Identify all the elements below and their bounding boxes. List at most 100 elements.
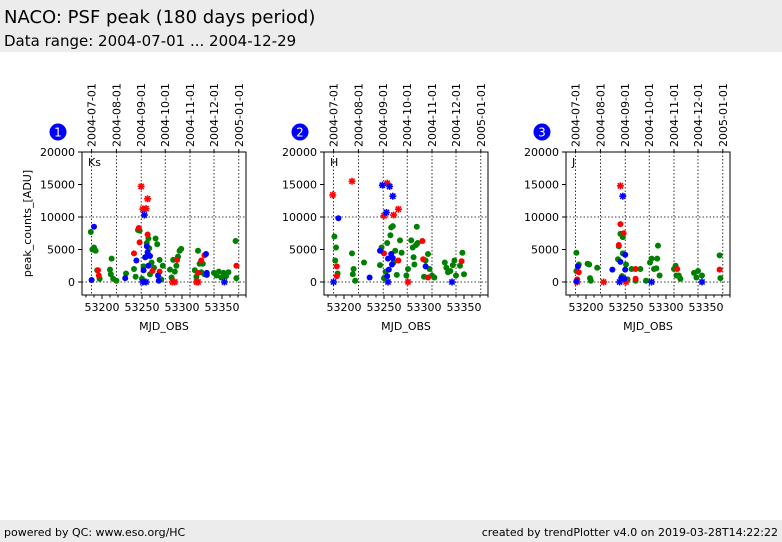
y-tick-label: 5000 — [531, 244, 559, 257]
star-stroke — [384, 278, 392, 286]
data-point-red — [632, 266, 639, 272]
y-tick-label: 0 — [68, 276, 75, 289]
data-point-red — [195, 269, 201, 276]
data-point-green — [350, 266, 357, 272]
star-stroke — [600, 278, 607, 286]
data-star-red — [142, 205, 150, 213]
data-point-green — [154, 241, 161, 248]
data-point-green — [654, 255, 661, 262]
data-point-green — [108, 255, 115, 262]
data-point-green — [113, 277, 120, 284]
data-star-red — [348, 177, 356, 185]
date-tick-label: 2005-01-01 — [233, 83, 246, 147]
data-point-green — [173, 262, 180, 269]
panel-filter-label: Ks — [88, 156, 101, 169]
plot-frame — [565, 151, 731, 296]
data-point-green — [573, 249, 580, 256]
data-point-green — [332, 257, 339, 264]
star-stroke — [348, 178, 356, 185]
data-point-green — [132, 273, 139, 280]
date-tick-label: 2004-07-01 — [86, 83, 99, 147]
data-point-red — [144, 231, 151, 238]
data-point-blue — [622, 251, 629, 258]
data-star-red — [171, 278, 179, 286]
data-point-blue — [122, 275, 129, 282]
data-point-green — [361, 259, 367, 266]
panel-badge-icon — [291, 123, 309, 141]
star-stroke — [395, 206, 402, 213]
data-point-red — [333, 263, 340, 270]
data-point-red — [233, 262, 240, 269]
star-stroke — [698, 278, 706, 286]
date-tick-label: 2004-10-01 — [643, 83, 656, 147]
data-point-green — [451, 257, 458, 264]
data-point-green — [333, 244, 339, 251]
star-stroke — [329, 191, 336, 199]
star-stroke — [386, 183, 393, 190]
data-point-green — [218, 274, 225, 281]
data-point-blue — [575, 263, 581, 270]
data-point-blue — [133, 257, 140, 264]
data-point-green — [677, 275, 684, 282]
header-bar: NACO: PSF peak (180 days period) Data ra… — [0, 0, 782, 52]
x-tick-label: 53300 — [165, 301, 200, 314]
data-star-red — [137, 182, 145, 190]
data-star-blue — [330, 278, 338, 286]
data-point-blue — [384, 273, 391, 280]
data-point-green — [92, 247, 99, 254]
powered-by: powered by QC: www.eso.org/HC — [4, 526, 186, 539]
x-tick-label: 53350 — [205, 301, 240, 314]
date-tick-label: 2004-08-01 — [352, 83, 365, 147]
data-star-blue — [384, 278, 392, 286]
data-point-red — [135, 225, 142, 232]
data-point-blue — [621, 275, 628, 282]
data-point-red — [620, 230, 627, 237]
data-point-blue — [389, 261, 395, 268]
date-tick-label: 2004-07-01 — [328, 83, 341, 147]
star-stroke — [221, 278, 228, 286]
data-point-blue — [422, 263, 429, 270]
data-point-green — [349, 250, 355, 257]
footer-bar: powered by QC: www.eso.org/HC created by… — [0, 520, 782, 542]
data-point-green — [398, 249, 405, 256]
data-point-green — [171, 268, 178, 275]
plots-area: 1 2004-07-01 2004-08-01 2004-09-01 2004-10-0… — [21, 83, 731, 333]
y-tick-label: 20000 — [524, 146, 559, 159]
date-tick-label: 2004-10-01 — [159, 83, 172, 147]
data-point-green — [648, 255, 655, 262]
star-stroke — [171, 278, 178, 286]
data-point-blue — [617, 258, 624, 265]
data-point-green — [123, 270, 129, 277]
y-tick-label: 10000 — [282, 211, 317, 224]
star-stroke — [617, 182, 624, 189]
x-tick-label: 53350 — [689, 301, 724, 314]
data-point-blue — [143, 243, 150, 250]
star-stroke — [389, 193, 396, 200]
data-point-blue — [145, 262, 152, 269]
data-point-green — [195, 247, 201, 254]
date-tick-label: 2004-09-01 — [135, 83, 148, 147]
date-tick-label: 2004-09-01 — [377, 83, 390, 147]
data-point-green — [156, 256, 163, 263]
x-tick-label: 53200 — [569, 301, 604, 314]
panel-ks: 1 2004-07-01 2004-08-01 2004-09-01 2004-10-0… — [21, 83, 247, 333]
data-point-red — [458, 258, 465, 265]
data-point-green — [389, 223, 396, 230]
date-tick-label: 2004-11-01 — [668, 83, 681, 147]
data-point-blue — [385, 266, 392, 273]
date-tick-label: 2004-12-01 — [692, 83, 705, 147]
data-point-green — [414, 240, 421, 246]
date-tick-label: 2004-08-01 — [110, 83, 123, 147]
star-stroke — [616, 278, 623, 286]
data-point-red — [95, 267, 101, 274]
data-point-green — [431, 274, 438, 281]
date-tick-label: 2005-01-01 — [717, 83, 730, 147]
data-point-red — [95, 272, 102, 279]
data-point-green — [377, 262, 383, 269]
data-point-green — [449, 262, 456, 269]
panel-h: 2 2004-07-01 2004-08-01 2004-09-01 2004-10-0… — [282, 83, 489, 333]
star-stroke — [142, 205, 150, 212]
star-stroke — [619, 193, 626, 200]
date-tick-label: 2004-10-01 — [401, 83, 414, 147]
data-range: Data range: 2004-07-01 ... 2004-12-29 — [4, 32, 297, 50]
